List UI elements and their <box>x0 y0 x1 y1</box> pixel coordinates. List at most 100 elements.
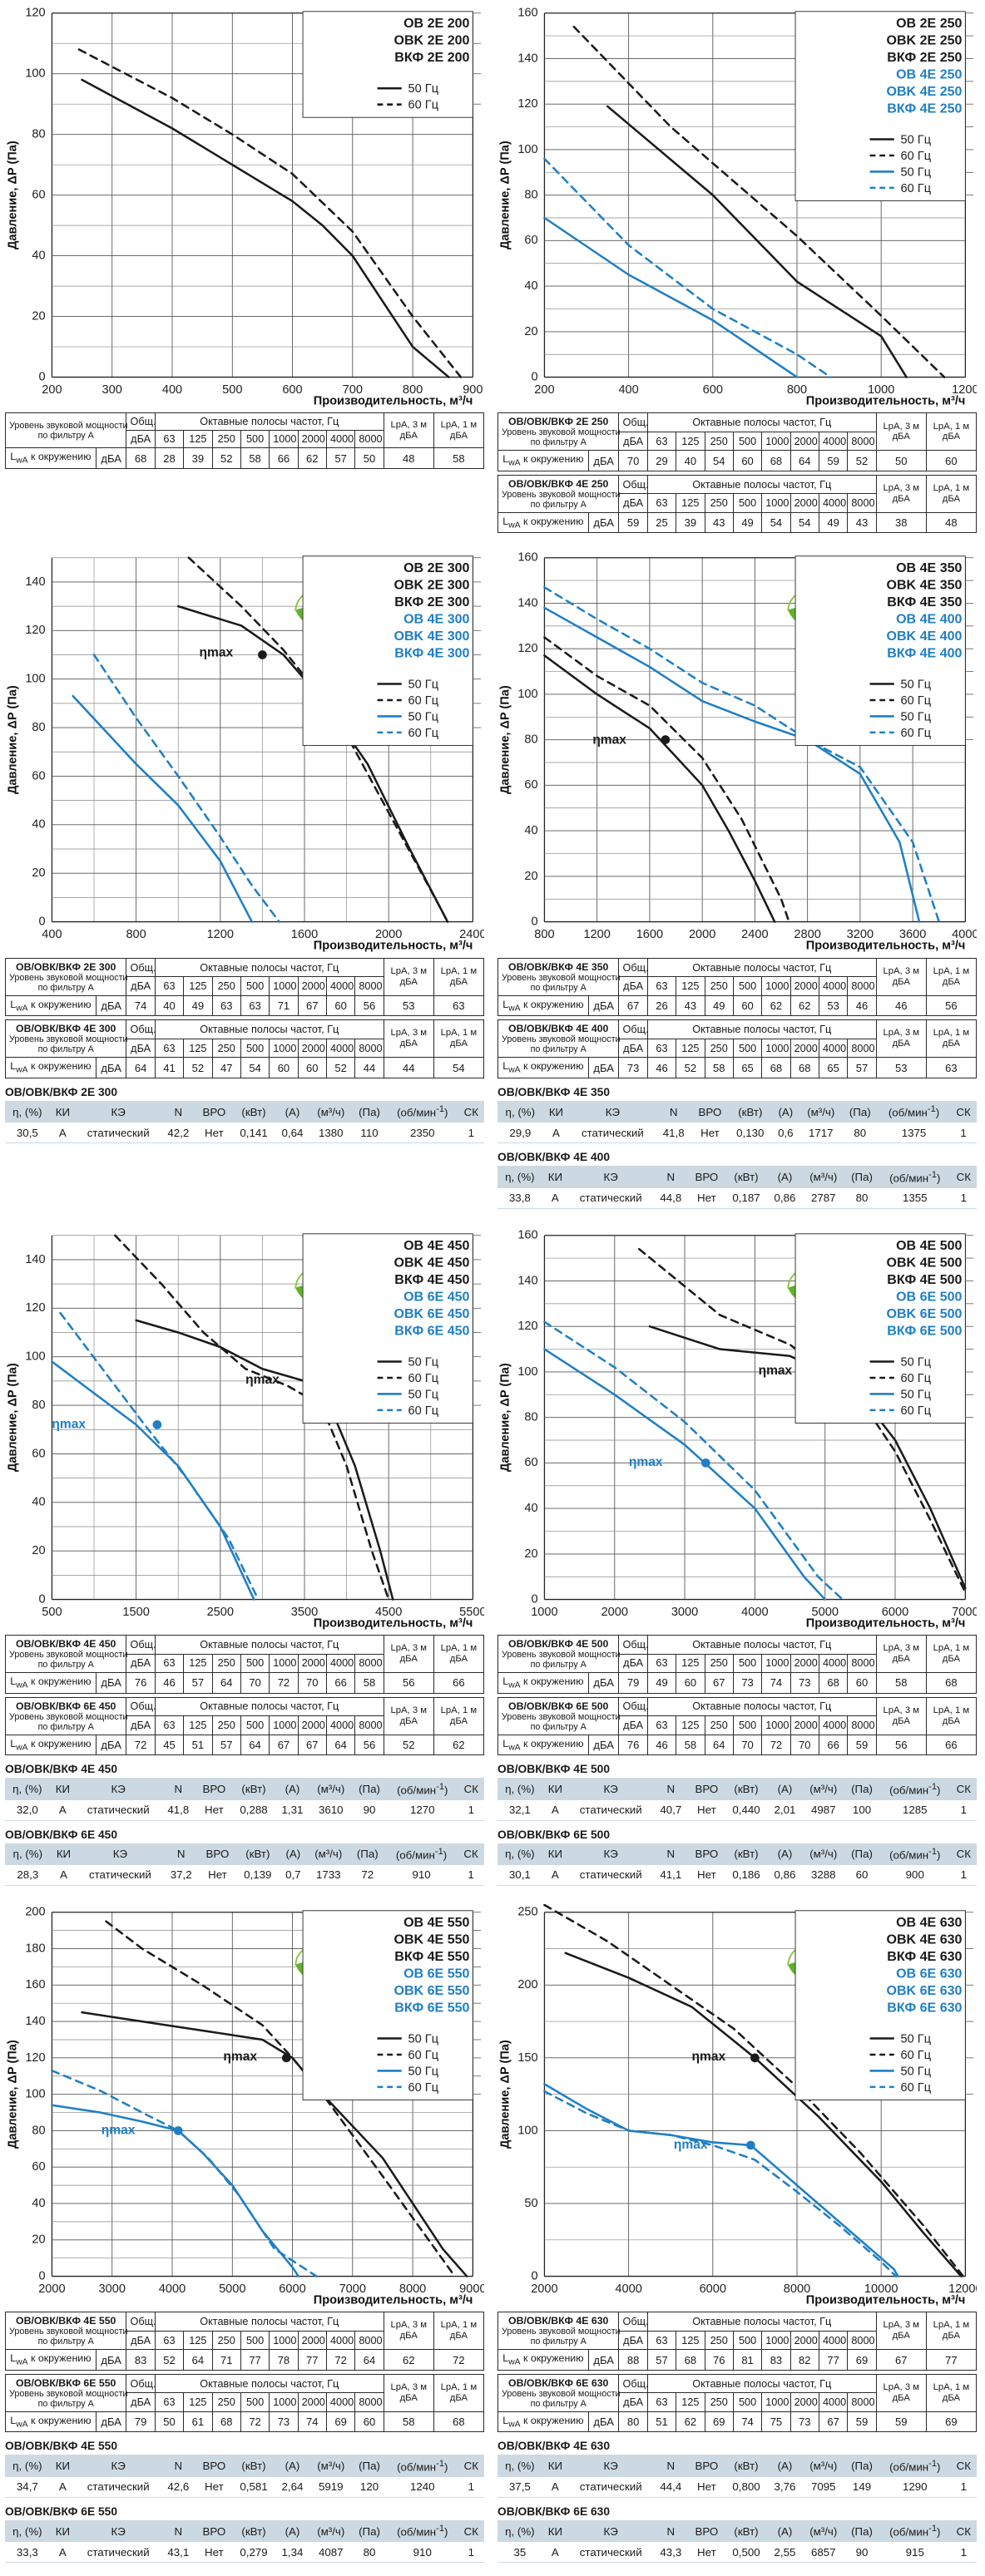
svg-text:40: 40 <box>32 249 45 263</box>
svg-text:80: 80 <box>524 189 537 202</box>
svg-text:ВКФ 6E 550: ВКФ 6E 550 <box>394 2000 469 2015</box>
svg-text:2500: 2500 <box>207 1606 234 1619</box>
svg-text:500: 500 <box>42 1606 62 1619</box>
svg-text:180: 180 <box>25 1942 45 1955</box>
svg-text:OBK 2E 300: OBK 2E 300 <box>394 578 470 593</box>
svg-text:800: 800 <box>534 928 554 941</box>
svg-text:ВКФ 4E 550: ВКФ 4E 550 <box>394 1949 469 1964</box>
svg-text:0: 0 <box>532 1592 538 1606</box>
svg-text:50 Гц: 50 Гц <box>408 1388 439 1401</box>
svg-text:200: 200 <box>42 383 62 397</box>
svg-text:OB 4E 250: OB 4E 250 <box>896 67 962 82</box>
svg-text:ηmax: ηmax <box>592 733 626 748</box>
svg-text:120: 120 <box>25 624 45 638</box>
svg-text:ВКФ 6E 500: ВКФ 6E 500 <box>887 1323 962 1338</box>
svg-text:50 Гц: 50 Гц <box>408 1355 439 1369</box>
svg-text:Производительность, м³/ч: Производительность, м³/ч <box>314 395 473 408</box>
svg-text:1500: 1500 <box>122 1606 149 1619</box>
svg-text:160: 160 <box>25 1978 45 1991</box>
svg-text:2000: 2000 <box>38 2282 65 2296</box>
svg-text:20: 20 <box>32 867 45 881</box>
svg-text:2000: 2000 <box>601 1606 628 1619</box>
svg-text:120: 120 <box>517 97 537 111</box>
svg-text:200: 200 <box>517 1978 537 1991</box>
svg-text:OB 4E 630: OB 4E 630 <box>896 1915 962 1930</box>
svg-text:140: 140 <box>25 575 45 589</box>
svg-text:100: 100 <box>517 1365 537 1379</box>
svg-text:50: 50 <box>524 2197 537 2210</box>
svg-text:60: 60 <box>524 1456 537 1469</box>
svg-text:OB 2E 200: OB 2E 200 <box>403 16 469 31</box>
svg-text:100: 100 <box>517 2124 537 2137</box>
svg-text:6000: 6000 <box>279 2282 305 2296</box>
svg-text:60 Гц: 60 Гц <box>408 2049 439 2062</box>
svg-text:60 Гц: 60 Гц <box>901 2081 932 2095</box>
svg-text:0: 0 <box>532 915 538 929</box>
svg-text:OB 2E 300: OB 2E 300 <box>403 561 469 576</box>
svg-text:50 Гц: 50 Гц <box>901 1355 932 1369</box>
svg-text:50 Гц: 50 Гц <box>408 679 439 692</box>
svg-text:20: 20 <box>524 1547 537 1560</box>
svg-text:160: 160 <box>517 1228 537 1241</box>
svg-text:50 Гц: 50 Гц <box>901 2032 932 2046</box>
svg-text:50 Гц: 50 Гц <box>901 133 932 146</box>
svg-text:50 Гц: 50 Гц <box>901 711 932 724</box>
svg-text:OBK 6E 500: OBK 6E 500 <box>887 1306 963 1321</box>
svg-text:Производительность, м³/ч: Производительность, м³/ч <box>806 940 966 953</box>
svg-text:OBK 2E 250: OBK 2E 250 <box>887 33 963 48</box>
svg-text:40: 40 <box>32 2197 45 2210</box>
svg-text:0: 0 <box>39 1592 46 1606</box>
svg-text:60 Гц: 60 Гц <box>901 182 932 195</box>
svg-text:3000: 3000 <box>99 2282 126 2296</box>
svg-text:20: 20 <box>524 325 537 338</box>
svg-text:1200: 1200 <box>207 928 234 941</box>
svg-text:400: 400 <box>162 383 182 397</box>
svg-text:20: 20 <box>32 1544 45 1557</box>
svg-text:0: 0 <box>532 2269 538 2282</box>
svg-text:ηmax: ηmax <box>200 646 234 660</box>
svg-text:OBK 4E 630: OBK 4E 630 <box>887 1932 963 1947</box>
svg-text:ηmax: ηmax <box>101 2123 136 2137</box>
svg-text:ВКФ 4E 630: ВКФ 4E 630 <box>887 1949 962 1964</box>
svg-text:OB 4E 350: OB 4E 350 <box>896 561 962 576</box>
svg-text:60: 60 <box>524 779 537 792</box>
svg-text:2000: 2000 <box>689 928 715 941</box>
svg-text:80: 80 <box>32 721 45 734</box>
svg-text:80: 80 <box>32 128 45 141</box>
svg-text:OB 6E 630: OB 6E 630 <box>896 1966 962 1981</box>
svg-text:50 Гц: 50 Гц <box>408 2065 439 2078</box>
svg-text:OBK 4E 450: OBK 4E 450 <box>394 1255 470 1270</box>
svg-text:Давление, ΔP (Па): Давление, ΔP (Па) <box>499 141 512 249</box>
svg-text:60 Гц: 60 Гц <box>901 727 932 740</box>
svg-text:Давление, ΔP (Па): Давление, ΔP (Па) <box>7 141 20 249</box>
svg-text:4000: 4000 <box>741 1606 768 1619</box>
svg-text:OBK 4E 400: OBK 4E 400 <box>887 629 963 644</box>
svg-text:20: 20 <box>524 870 537 883</box>
svg-text:120: 120 <box>517 1320 537 1333</box>
svg-text:1000: 1000 <box>531 1606 557 1619</box>
svg-text:Производительность, м³/ч: Производительность, м³/ч <box>806 2294 966 2307</box>
svg-text:300: 300 <box>102 383 122 397</box>
svg-text:140: 140 <box>25 1252 45 1266</box>
svg-text:50 Гц: 50 Гц <box>901 1388 932 1401</box>
svg-text:200: 200 <box>534 383 554 397</box>
svg-text:140: 140 <box>517 1274 537 1287</box>
svg-text:60: 60 <box>524 234 537 247</box>
svg-text:ηmax: ηmax <box>629 1455 663 1469</box>
svg-text:OB 4E 500: OB 4E 500 <box>896 1238 962 1253</box>
svg-text:Производительность, м³/ч: Производительность, м³/ч <box>806 1616 966 1630</box>
svg-text:140: 140 <box>25 2015 45 2028</box>
svg-text:120: 120 <box>25 1301 45 1315</box>
svg-text:20: 20 <box>32 309 45 323</box>
svg-text:Производительность, м³/ч: Производительность, м³/ч <box>314 940 473 953</box>
svg-text:100: 100 <box>25 1350 45 1363</box>
svg-text:60 Гц: 60 Гц <box>408 2081 439 2095</box>
svg-text:40: 40 <box>524 279 537 293</box>
svg-text:150: 150 <box>517 2051 537 2065</box>
svg-text:OB 4E 450: OB 4E 450 <box>403 1238 469 1253</box>
svg-text:40: 40 <box>32 1495 45 1508</box>
svg-text:0: 0 <box>39 915 46 929</box>
svg-text:ВКФ 2E 250: ВКФ 2E 250 <box>887 50 962 65</box>
svg-text:400: 400 <box>618 383 638 397</box>
svg-text:200: 200 <box>25 1906 45 1919</box>
